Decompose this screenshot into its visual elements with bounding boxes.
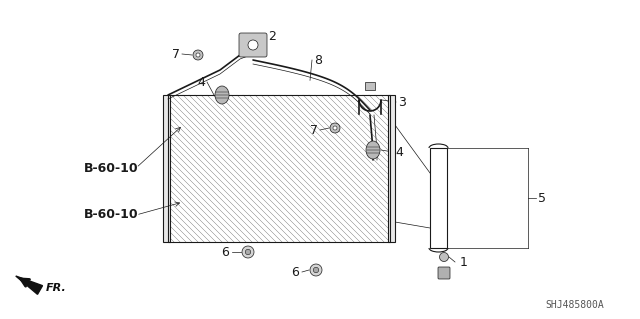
Bar	[365, 82, 375, 90]
Circle shape	[314, 267, 319, 273]
Text: 1: 1	[460, 256, 468, 269]
Text: 7: 7	[310, 123, 318, 137]
Circle shape	[310, 264, 322, 276]
Circle shape	[330, 123, 340, 133]
Text: 4: 4	[197, 76, 205, 88]
Text: 3: 3	[398, 95, 406, 108]
Circle shape	[248, 40, 258, 50]
Circle shape	[245, 249, 251, 255]
Polygon shape	[16, 276, 42, 294]
Text: 4: 4	[395, 145, 403, 159]
Bar	[388, 95, 395, 242]
Text: B-60-10: B-60-10	[84, 209, 139, 221]
Circle shape	[193, 50, 203, 60]
Circle shape	[196, 53, 200, 57]
Ellipse shape	[366, 141, 380, 159]
Bar	[163, 95, 170, 242]
Text: B-60-10: B-60-10	[84, 161, 139, 174]
Text: 8: 8	[314, 54, 322, 66]
Circle shape	[333, 126, 337, 130]
Bar	[430, 148, 447, 248]
Text: 6: 6	[221, 246, 229, 258]
Text: 5: 5	[538, 191, 546, 204]
Circle shape	[242, 246, 254, 258]
Text: 7: 7	[172, 48, 180, 61]
Text: SHJ485800A: SHJ485800A	[546, 300, 604, 310]
Text: 6: 6	[291, 265, 299, 278]
FancyBboxPatch shape	[438, 267, 450, 279]
Circle shape	[440, 253, 449, 262]
Text: FR.: FR.	[46, 283, 67, 293]
Text: 2: 2	[268, 31, 276, 43]
FancyBboxPatch shape	[239, 33, 267, 57]
Ellipse shape	[215, 86, 229, 104]
